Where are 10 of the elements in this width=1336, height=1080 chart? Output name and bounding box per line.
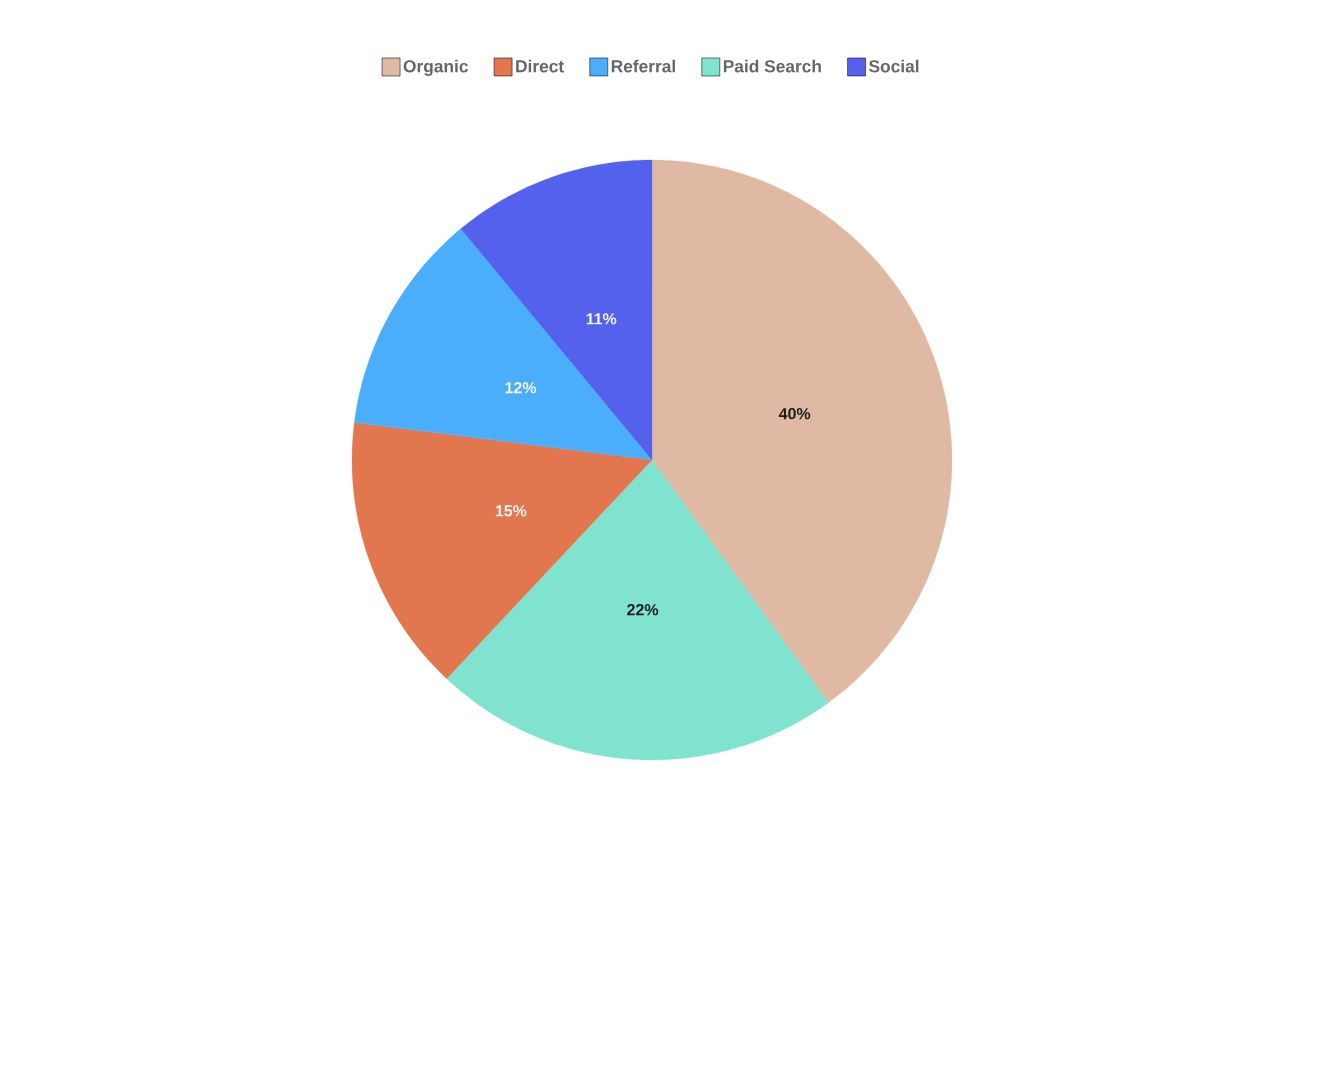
data-label: 15% <box>495 505 527 517</box>
legend-label: Referral <box>611 59 675 73</box>
legend-label: Organic <box>403 59 468 76</box>
legend-label: Social <box>869 59 919 73</box>
data-label: 40% <box>778 407 811 420</box>
data-label: 11% <box>586 313 617 325</box>
legend-label: Direct <box>516 59 564 73</box>
legend-label: Paid Search <box>723 59 821 73</box>
data-label: 12% <box>505 382 537 394</box>
data-label: 22% <box>627 604 659 616</box>
